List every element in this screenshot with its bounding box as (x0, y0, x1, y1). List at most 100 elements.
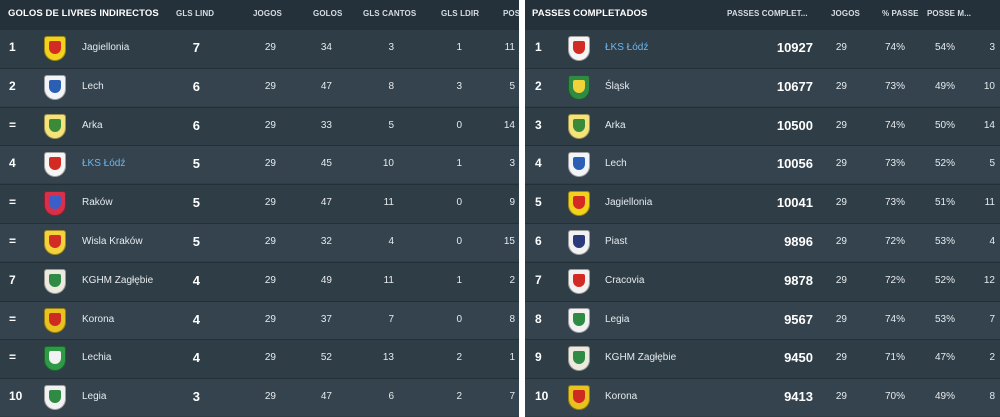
wisla-krakow-crest-emblem (49, 235, 61, 248)
gls-ldir-value: 1 (456, 274, 462, 286)
row-position: 4 (9, 156, 16, 171)
team-name-link[interactable]: Lech (82, 80, 104, 92)
jogos-value: 29 (835, 197, 847, 209)
team-name-link[interactable]: Arka (82, 119, 103, 131)
pct-passe-value: 73% (884, 158, 905, 170)
table-row[interactable]: 3 Arka 10500 29 74% 50% 14 (525, 106, 1000, 145)
gls-ldir-value: 1 (456, 158, 462, 170)
table-row[interactable]: 10 Legia 3 29 47 6 2 7 (0, 378, 519, 417)
team-name-link[interactable]: Lech (605, 158, 627, 170)
row-position: 5 (535, 195, 542, 210)
team-name-link[interactable]: Lechia (82, 352, 112, 364)
korona-crest-emblem (573, 390, 585, 404)
jogos-value: 29 (835, 158, 847, 170)
table-row[interactable]: = Lechia 4 29 52 13 2 1 (0, 339, 519, 377)
row-position: = (9, 350, 17, 365)
team-name-link[interactable]: KGHM Zagłębie (82, 274, 154, 286)
team-name-link[interactable]: Legia (82, 391, 107, 403)
table-row[interactable]: 6 Piast 9896 29 72% 53% 4 (525, 223, 1000, 261)
pos-value: 15 (503, 236, 515, 247)
gls-lind-value: 5 (192, 195, 200, 211)
table-row[interactable]: 2 Lech 6 29 47 8 3 5 (0, 67, 519, 106)
pct-passe-value: 70% (884, 391, 905, 403)
team-name-link[interactable]: Arka (605, 119, 626, 131)
table-row[interactable]: 4 Lech 10056 29 73% 52% 5 (525, 145, 1000, 184)
passes-completed-value: 10056 (776, 156, 813, 172)
legia-crest-icon (568, 307, 590, 333)
team-name-link[interactable]: Jagiellonia (605, 197, 653, 209)
team-name-link[interactable]: Korona (82, 313, 115, 325)
extra-value: 12 (983, 274, 995, 286)
pct-passe-value: 72% (884, 274, 905, 286)
posse-value: 52% (934, 274, 955, 286)
team-name-link[interactable]: Śląsk (605, 80, 630, 92)
table-row[interactable]: 1 ŁKS Łódź 10927 29 74% 54% 3 (525, 29, 1000, 67)
pct-passe-value: 74% (884, 42, 905, 53)
pos-value: 9 (509, 197, 515, 209)
gls-ldir-value: 1 (456, 42, 462, 53)
column-header-golos[interactable]: GOLOS (313, 9, 343, 18)
column-header-gls-ldir[interactable]: GLS LDIR (441, 9, 480, 18)
table-row[interactable]: 7 KGHM Zagłębie 4 29 49 11 1 2 (0, 261, 519, 300)
lks-lodz-crest-emblem (573, 41, 585, 54)
column-header-gls-cantos[interactable]: GLS CANTOS (363, 9, 417, 18)
passes-completed-value: 10041 (776, 195, 813, 211)
jogos-value: 29 (835, 80, 847, 92)
table-row[interactable]: 8 Legia 9567 29 74% 53% 7 (525, 300, 1000, 339)
lks-lodz-crest-icon (568, 36, 590, 61)
jogos-value: 29 (835, 352, 847, 364)
gls-cantos-value: 11 (383, 197, 394, 209)
gls-lind-value: 3 (192, 389, 200, 405)
jogos-value: 29 (264, 42, 276, 53)
team-name-link[interactable]: Cracovia (605, 274, 645, 286)
team-name-link[interactable]: Wisla Kraków (82, 236, 143, 247)
team-name-link[interactable]: Legia (605, 313, 630, 325)
passes-completed-value: 9878 (784, 272, 813, 288)
column-header-passes[interactable]: PASSES COMPLET... (727, 9, 808, 18)
row-position: 6 (535, 234, 542, 248)
team-name-link[interactable]: Jagiellonia (82, 42, 130, 53)
row-position: 3 (535, 117, 542, 132)
row-position: 9 (535, 350, 542, 365)
gls-cantos-value: 5 (388, 119, 394, 131)
panel-indirect-free-kick-goals: GOLOS DE LIVRES INDIRECTOS GLS LIND JOGO… (0, 0, 519, 417)
jogos-value: 29 (264, 80, 276, 92)
team-name-link[interactable]: Piast (605, 236, 628, 247)
gls-cantos-value: 10 (382, 158, 394, 170)
table-row[interactable]: 5 Jagiellonia 10041 29 73% 51% 11 (525, 184, 1000, 222)
team-name-link[interactable]: Korona (605, 391, 638, 403)
team-name-link[interactable]: KGHM Zagłębie (605, 352, 677, 364)
gls-ldir-value: 2 (456, 391, 462, 403)
team-name-link[interactable]: Raków (82, 197, 113, 209)
table-row[interactable]: 10 Korona 9413 29 70% 49% 8 (525, 378, 1000, 417)
team-name-link[interactable]: ŁKS Łódź (82, 158, 126, 170)
posse-value: 52% (934, 158, 955, 170)
golos-value: 47 (320, 391, 332, 403)
team-name-link[interactable]: ŁKS Łódź (605, 42, 649, 53)
table-row[interactable]: 4 ŁKS Łódź 5 29 45 10 1 3 (0, 145, 519, 184)
pos-value: 3 (509, 158, 515, 170)
table-row[interactable]: 9 KGHM Zagłębie 9450 29 71% 47% 2 (525, 339, 1000, 377)
passes-completed-value: 10677 (776, 78, 813, 94)
gls-ldir-value: 2 (456, 352, 462, 364)
pos-value: 11 (504, 42, 515, 53)
column-header-pct-passe[interactable]: % PASSE (882, 9, 919, 18)
row-position: = (9, 195, 17, 210)
legia-crest-icon (44, 385, 66, 411)
table-row[interactable]: = Wisla Kraków 5 29 32 4 0 15 (0, 223, 519, 261)
table-row[interactable]: 2 Śląsk 10677 29 73% 49% 10 (525, 67, 1000, 106)
column-header-gls-lind[interactable]: GLS LIND (176, 9, 215, 18)
gls-cantos-value: 3 (388, 42, 394, 53)
column-header-jogos[interactable]: JOGOS (253, 9, 282, 18)
extra-value: 5 (989, 158, 995, 170)
table-row[interactable]: 1 Jagiellonia 7 29 34 3 1 11 (0, 29, 519, 67)
column-header-posse[interactable]: POSSE M... (927, 9, 972, 18)
jogos-value: 29 (264, 197, 276, 209)
table-row[interactable]: = Korona 4 29 37 7 0 8 (0, 300, 519, 339)
table-row[interactable]: 7 Cracovia 9878 29 72% 52% 12 (525, 261, 1000, 300)
table-row[interactable]: = Raków 5 29 47 11 0 9 (0, 184, 519, 222)
column-header-jogos[interactable]: JOGOS (831, 9, 860, 18)
column-header-pos[interactable]: POS (503, 9, 519, 18)
table-row[interactable]: = Arka 6 29 33 5 0 14 (0, 106, 519, 145)
row-position: 2 (9, 78, 16, 93)
